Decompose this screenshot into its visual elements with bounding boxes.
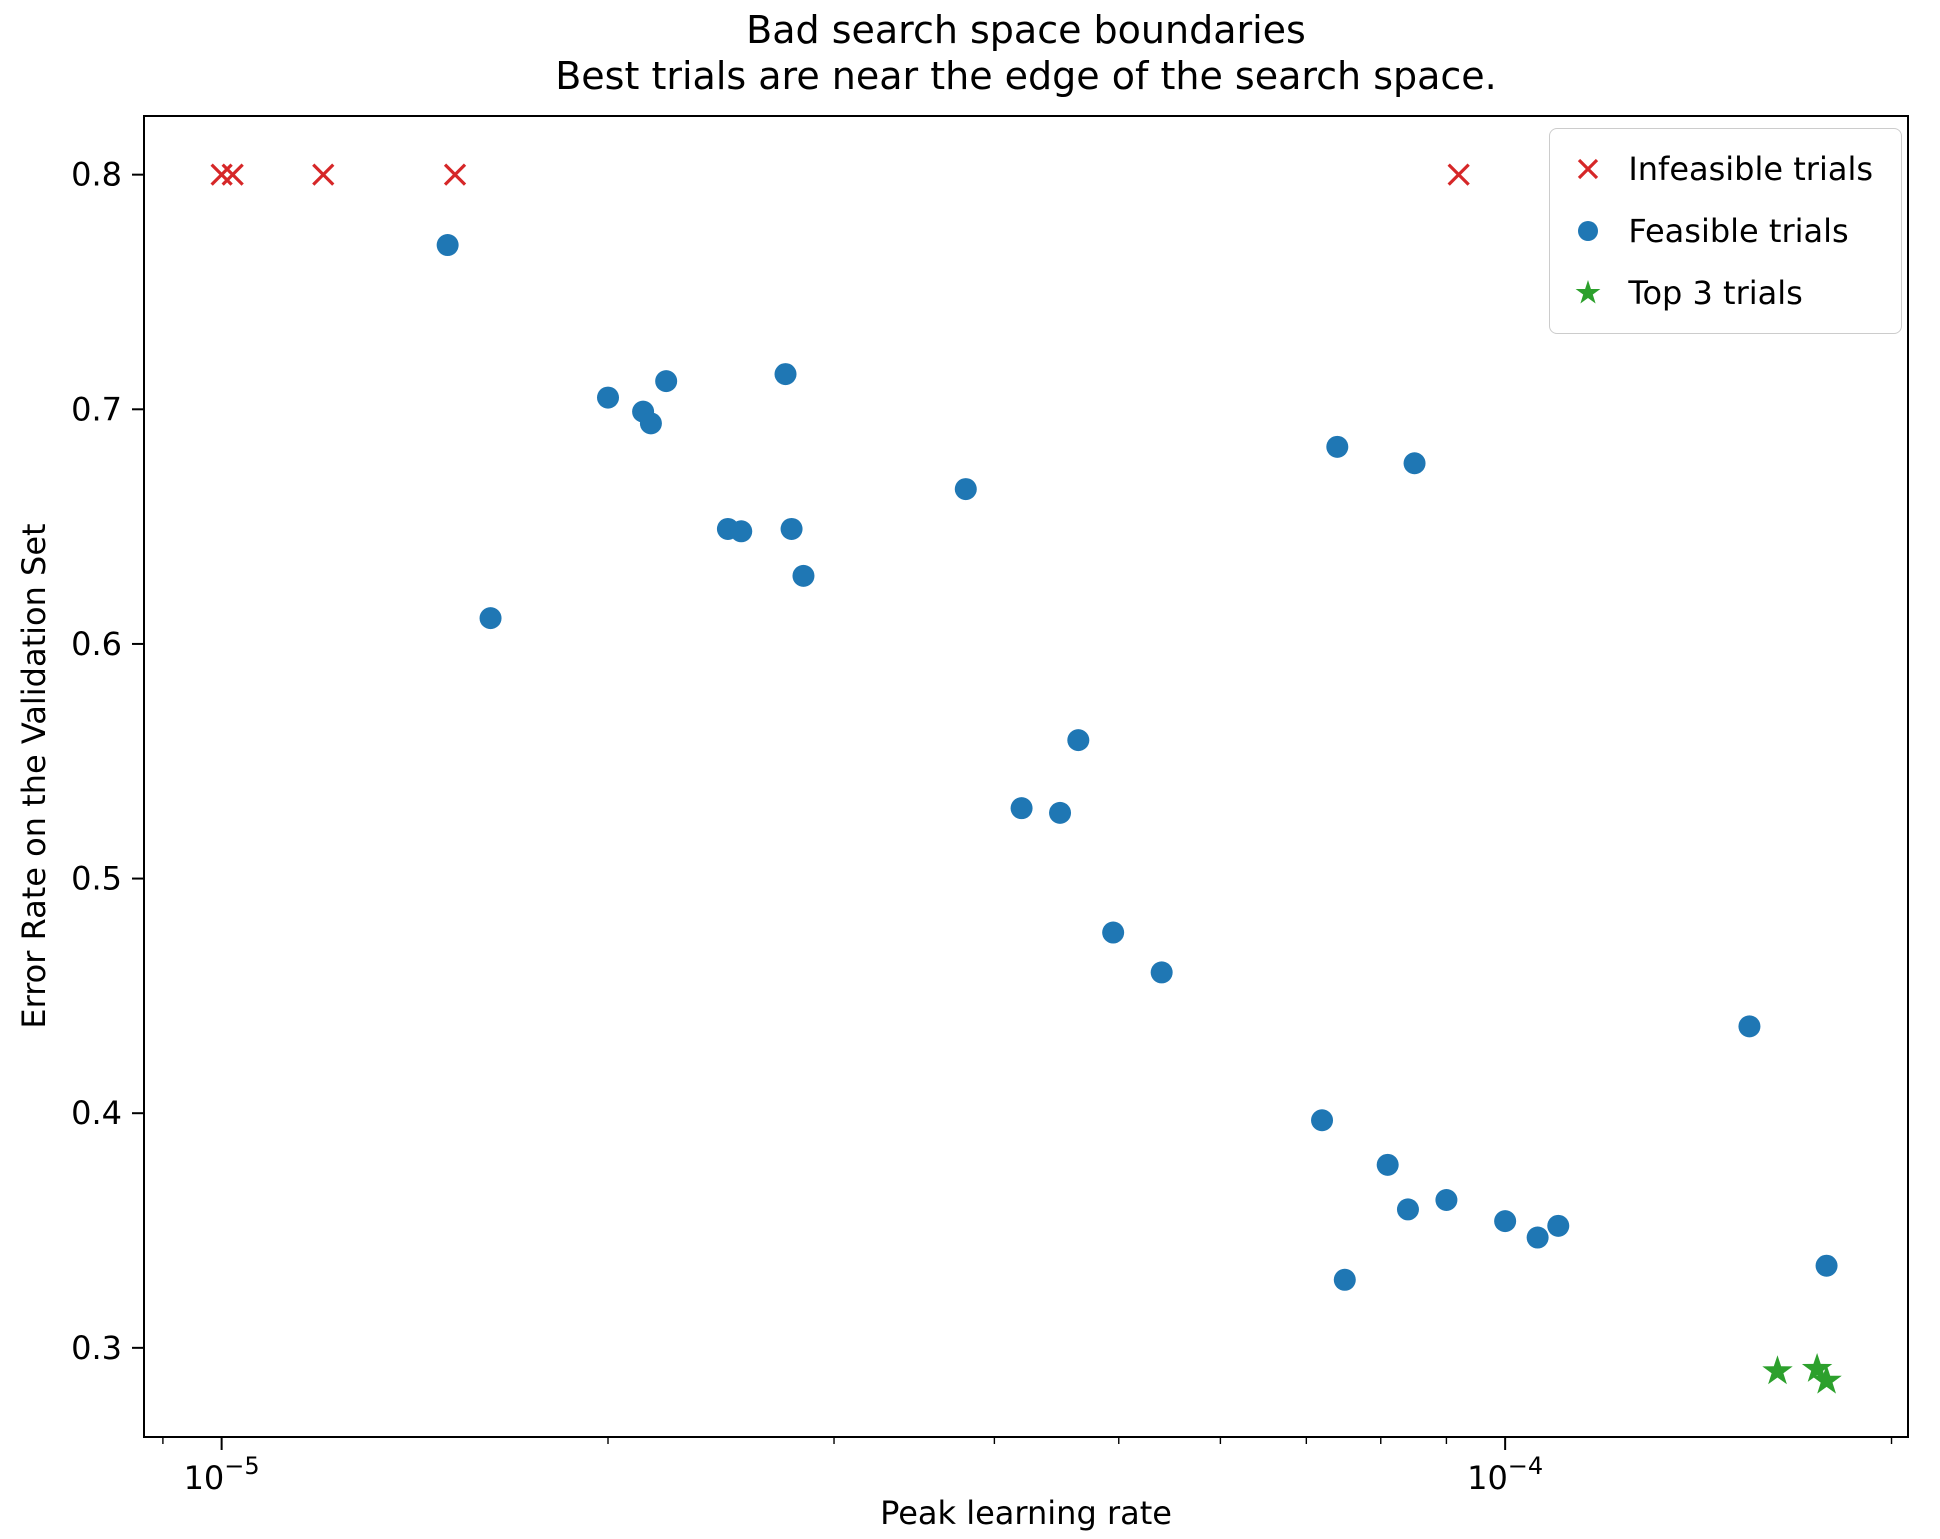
scatter-point-feasible: [792, 564, 815, 587]
scatter-point-feasible: [1738, 1015, 1761, 1038]
scatter-point-feasible: [1403, 452, 1426, 475]
legend-item-top3: Top 3 trials: [1566, 267, 1873, 319]
scatter-point-feasible: [1435, 1189, 1458, 1212]
y-tick-label: 0.8: [71, 156, 122, 194]
legend-label-feasible: Feasible trials: [1628, 212, 1849, 250]
y-axis-label: Error Rate on the Validation Set: [15, 523, 53, 1029]
scatter-point-infeasible: [210, 163, 233, 186]
plot-spines: [143, 115, 1909, 1438]
star-marker-glyph: [1575, 280, 1601, 304]
scatter-point-top3: [1811, 1364, 1842, 1394]
chart-title-line1: Bad search space boundaries: [746, 8, 1306, 52]
scatter-point-feasible: [655, 370, 678, 393]
scatter-point-feasible: [730, 520, 753, 543]
scatter-point-feasible: [1067, 729, 1090, 752]
scatter-point-feasible: [1815, 1254, 1838, 1277]
scatter-point-feasible: [1547, 1214, 1570, 1237]
scatter-point-feasible: [1010, 797, 1033, 820]
chart-title-line2: Best trials are near the edge of the sea…: [555, 54, 1497, 98]
scatter-point-feasible: [479, 607, 502, 630]
scatter-point-feasible: [780, 517, 803, 540]
y-tick-label: 0.7: [71, 390, 122, 428]
circle-marker-glyph: [1578, 221, 1599, 241]
scatter-point-feasible: [954, 478, 977, 501]
circle-marker-icon: [1578, 221, 1599, 241]
legend-item-infeasible: Infeasible trials: [1566, 143, 1873, 195]
x-tick-label: 10−5: [184, 1452, 260, 1497]
scatter-point-feasible: [597, 386, 620, 409]
scatter-point-feasible: [1049, 801, 1072, 824]
y-tick-label: 0.3: [71, 1329, 122, 1367]
scatter-point-infeasible: [1447, 163, 1470, 186]
scatter-point-infeasible: [443, 163, 467, 186]
x-marker-icon: [1578, 158, 1599, 180]
scatter-point-feasible: [1494, 1210, 1517, 1233]
star-marker-icon: [1575, 280, 1601, 304]
scatter-point-feasible: [774, 363, 797, 386]
scatter-point-feasible: [639, 412, 662, 435]
legend-label-top3: Top 3 trials: [1628, 274, 1803, 312]
legend: Infeasible trials Feasible trials Top 3 …: [1549, 128, 1902, 334]
x-axis-label: Peak learning rate: [880, 1494, 1172, 1532]
scatter-point-feasible: [1526, 1226, 1549, 1249]
scatter-point-feasible: [1326, 435, 1349, 458]
x-marker-glyph: [1578, 158, 1599, 180]
scatter-point-feasible: [1376, 1153, 1399, 1176]
scatter-point-feasible: [1150, 961, 1173, 984]
legend-item-feasible: Feasible trials: [1566, 205, 1873, 257]
scatter-point-top3: [1801, 1353, 1833, 1382]
y-tick-label: 0.4: [71, 1094, 122, 1132]
scatter-point-feasible: [1311, 1109, 1334, 1132]
scatter-point-feasible: [1102, 921, 1125, 944]
x-tick-label: 10−4: [1467, 1452, 1543, 1497]
scatter-point-feasible: [1333, 1268, 1356, 1291]
legend-label-infeasible: Infeasible trials: [1628, 150, 1873, 188]
scatter-point-feasible: [1396, 1198, 1419, 1221]
scatter-point-feasible: [436, 234, 459, 257]
scatter-point-infeasible: [221, 163, 244, 186]
y-tick-label: 0.6: [71, 625, 122, 663]
y-tick-label: 0.5: [71, 860, 122, 898]
scatter-point-infeasible: [312, 163, 335, 186]
scatter-point-top3: [1762, 1355, 1793, 1385]
